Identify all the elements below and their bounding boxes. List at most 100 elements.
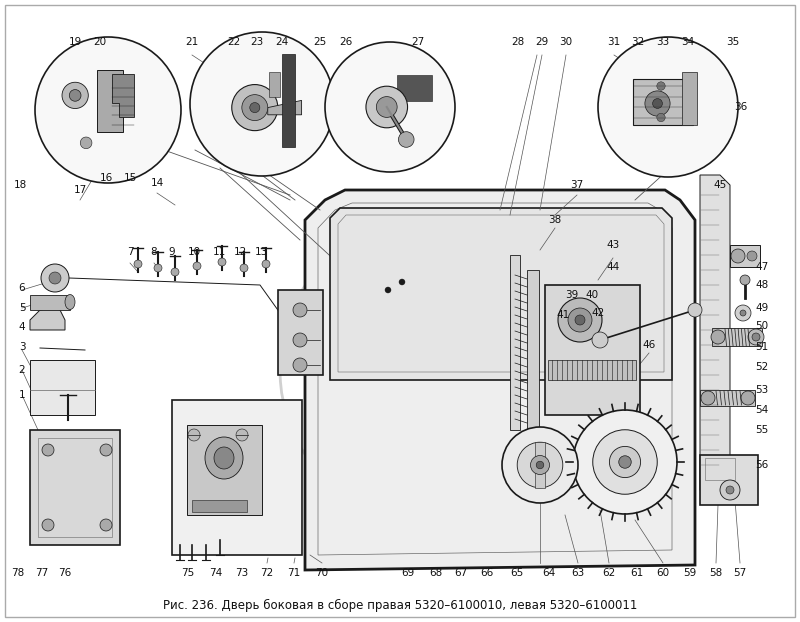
Text: 55: 55 <box>755 425 769 435</box>
Circle shape <box>536 461 544 469</box>
Circle shape <box>741 391 755 405</box>
Circle shape <box>190 32 334 176</box>
Bar <box>700 455 758 505</box>
Circle shape <box>385 287 391 293</box>
Text: 16: 16 <box>99 173 113 183</box>
Bar <box>30 430 120 545</box>
Text: 27: 27 <box>411 37 425 47</box>
Text: 25: 25 <box>314 37 326 47</box>
Text: 41: 41 <box>556 310 570 320</box>
Text: 40: 40 <box>586 290 598 300</box>
Text: 6: 6 <box>18 283 26 293</box>
Text: 78: 78 <box>11 568 25 578</box>
Circle shape <box>593 430 658 494</box>
Text: 62: 62 <box>602 568 616 578</box>
Text: 53: 53 <box>755 385 769 395</box>
Circle shape <box>62 82 88 109</box>
Circle shape <box>740 310 746 316</box>
Text: 7: 7 <box>126 247 134 257</box>
Text: 63: 63 <box>571 568 585 578</box>
Circle shape <box>645 91 670 116</box>
Circle shape <box>325 42 455 172</box>
Circle shape <box>250 103 260 113</box>
Text: 74: 74 <box>210 568 222 578</box>
Circle shape <box>134 260 142 268</box>
Circle shape <box>35 37 181 183</box>
Circle shape <box>366 86 407 128</box>
Text: 65: 65 <box>510 568 524 578</box>
Bar <box>97 70 122 132</box>
Bar <box>527 270 539 430</box>
Text: 49: 49 <box>755 303 769 313</box>
Text: 28: 28 <box>511 37 525 47</box>
Circle shape <box>376 96 397 118</box>
Polygon shape <box>112 73 134 118</box>
Circle shape <box>568 308 592 332</box>
Text: 2: 2 <box>18 365 26 375</box>
Circle shape <box>398 132 414 147</box>
Text: 20: 20 <box>94 37 106 47</box>
Circle shape <box>188 429 200 441</box>
Text: 31: 31 <box>607 37 621 47</box>
Polygon shape <box>305 190 695 570</box>
Text: 47: 47 <box>755 262 769 272</box>
Text: 46: 46 <box>642 340 656 350</box>
Circle shape <box>735 305 751 321</box>
Text: 39: 39 <box>566 290 578 300</box>
Text: 44: 44 <box>606 262 620 272</box>
Circle shape <box>740 275 750 285</box>
Circle shape <box>80 137 92 149</box>
Circle shape <box>558 298 602 342</box>
Text: 73: 73 <box>235 568 249 578</box>
Circle shape <box>262 260 270 268</box>
Circle shape <box>293 303 307 317</box>
Text: 38: 38 <box>548 215 562 225</box>
Text: Рис. 236. Дверь боковая в сборе правая 5320–6100010, левая 5320–6100011: Рис. 236. Дверь боковая в сборе правая 5… <box>163 598 637 611</box>
Bar <box>397 75 432 101</box>
Circle shape <box>240 264 248 272</box>
Text: 75: 75 <box>182 568 194 578</box>
Circle shape <box>42 519 54 531</box>
Text: 76: 76 <box>58 568 72 578</box>
Circle shape <box>42 444 54 456</box>
Text: 54: 54 <box>755 405 769 415</box>
Text: 13: 13 <box>254 247 268 257</box>
Bar <box>570 390 615 408</box>
Text: 1: 1 <box>18 390 26 400</box>
Text: 48: 48 <box>755 280 769 290</box>
Circle shape <box>530 455 550 475</box>
Text: 37: 37 <box>570 180 584 190</box>
Circle shape <box>100 519 112 531</box>
Text: 10: 10 <box>187 247 201 257</box>
Text: 19: 19 <box>68 37 82 47</box>
Circle shape <box>193 262 201 270</box>
Text: 21: 21 <box>186 37 198 47</box>
Text: 64: 64 <box>542 568 556 578</box>
Circle shape <box>657 82 666 90</box>
Bar <box>712 328 762 346</box>
Bar <box>278 290 323 375</box>
Text: 69: 69 <box>402 568 414 578</box>
Bar <box>282 53 295 147</box>
Circle shape <box>752 333 760 341</box>
Text: 50: 50 <box>755 321 769 331</box>
Circle shape <box>573 410 677 514</box>
Circle shape <box>218 258 226 266</box>
Text: 58: 58 <box>710 568 722 578</box>
Circle shape <box>293 358 307 372</box>
Text: 35: 35 <box>726 37 740 47</box>
Text: 43: 43 <box>606 240 620 250</box>
Circle shape <box>731 249 745 263</box>
Circle shape <box>688 303 702 317</box>
Text: 14: 14 <box>150 178 164 188</box>
Circle shape <box>701 391 715 405</box>
Text: 12: 12 <box>234 247 246 257</box>
Ellipse shape <box>205 437 243 479</box>
Text: 18: 18 <box>14 180 26 190</box>
Circle shape <box>653 99 662 108</box>
Circle shape <box>747 251 757 261</box>
Bar <box>700 390 755 406</box>
Text: 8: 8 <box>150 247 158 257</box>
Text: 51: 51 <box>755 342 769 352</box>
Polygon shape <box>330 208 672 380</box>
